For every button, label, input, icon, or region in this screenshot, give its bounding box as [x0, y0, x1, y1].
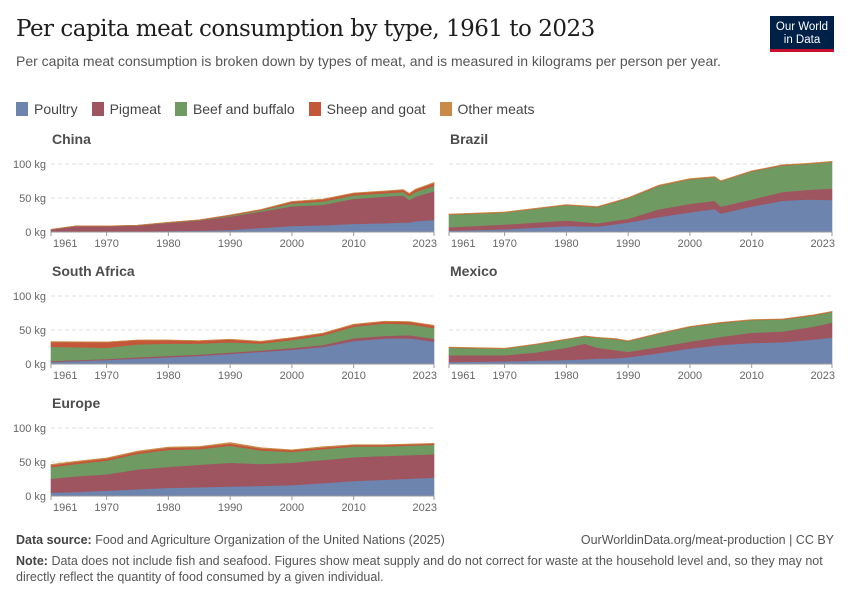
x-tick-label: 1980: [554, 370, 578, 382]
chart-subtitle: Per capita meat consumption is broken do…: [16, 53, 722, 69]
x-tick-label: 1961: [53, 238, 77, 250]
legend-label: Beef and buffalo: [192, 101, 295, 117]
y-tick-label: 50 kg: [19, 325, 46, 337]
area-other-meats: [448, 311, 833, 349]
x-tick-label: 1970: [94, 238, 118, 250]
source-label: Data source:: [16, 533, 92, 547]
x-tick-label: 1970: [94, 370, 118, 382]
area-other-meats: [50, 442, 435, 466]
x-tick-label: 2023: [811, 238, 835, 250]
y-tick-label: 100 kg: [13, 159, 46, 171]
note-text: Data does not include fish and seafood. …: [16, 554, 823, 584]
x-tick-label: 2000: [678, 238, 702, 250]
panel-title: Brazil: [450, 131, 488, 147]
legend-item-pigmeat[interactable]: Pigmeat: [91, 101, 161, 117]
note: Note: Data does not include fish and sea…: [16, 553, 836, 585]
legend-swatch: [16, 102, 28, 116]
x-tick-label: 1970: [492, 238, 516, 250]
panel-title: Europe: [52, 395, 100, 411]
y-tick-label: 50 kg: [19, 457, 46, 469]
panel-title: South Africa: [52, 263, 135, 279]
x-tick-label: 1970: [492, 370, 516, 382]
x-tick-label: 2010: [341, 238, 365, 250]
note-label: Note:: [16, 554, 48, 568]
legend-swatch: [308, 102, 321, 116]
x-tick-label: 2010: [341, 502, 365, 514]
legend-item-other[interactable]: Other meats: [439, 101, 535, 117]
x-tick-label: 2000: [280, 502, 304, 514]
x-tick-label: 2000: [678, 370, 702, 382]
legend-label: Pigmeat: [109, 101, 161, 117]
legend-swatch: [91, 102, 104, 116]
owid-logo[interactable]: Our World in Data: [770, 16, 834, 52]
x-tick-label: 1990: [616, 238, 640, 250]
panel-title: China: [52, 131, 91, 147]
x-tick-label: 1961: [451, 238, 475, 250]
x-tick-label: 2000: [280, 238, 304, 250]
x-tick-label: 2023: [811, 370, 835, 382]
legend-item-sheep[interactable]: Sheep and goat: [308, 101, 426, 117]
x-tick-label: 2010: [739, 370, 763, 382]
legend-item-poultry[interactable]: Poultry: [16, 101, 78, 117]
legend-label: Sheep and goat: [326, 101, 426, 117]
legend-swatch: [439, 102, 452, 116]
x-tick-label: 1990: [218, 502, 242, 514]
source-url[interactable]: OurWorldinData.org/meat-production | CC …: [580, 533, 834, 547]
y-tick-label: 50 kg: [19, 193, 46, 205]
x-tick-label: 2000: [280, 370, 304, 382]
x-tick-label: 2010: [739, 238, 763, 250]
x-tick-label: 1961: [53, 502, 77, 514]
x-tick-label: 2023: [413, 502, 437, 514]
x-tick-label: 2023: [413, 370, 437, 382]
chart-title: Per capita meat consumption by type, 196…: [16, 16, 595, 42]
legend: Poultry Pigmeat Beef and buffalo Sheep a…: [16, 101, 535, 117]
x-tick-label: 1980: [156, 238, 180, 250]
y-tick-label: 0 kg: [25, 227, 46, 239]
x-tick-label: 1990: [616, 370, 640, 382]
y-tick-label: 100 kg: [13, 291, 46, 303]
legend-label: Poultry: [34, 101, 78, 117]
x-tick-label: 1990: [218, 370, 242, 382]
x-tick-label: 1961: [451, 370, 475, 382]
data-source: Data source: Food and Agriculture Organi…: [16, 532, 445, 548]
x-tick-label: 1980: [156, 370, 180, 382]
panel-title: Mexico: [450, 263, 497, 279]
y-tick-label: 100 kg: [13, 423, 46, 435]
x-tick-label: 2023: [413, 238, 437, 250]
area-other-meats: [50, 320, 435, 343]
area-other-meats: [50, 181, 435, 230]
x-tick-label: 1990: [218, 238, 242, 250]
x-tick-label: 1980: [554, 238, 578, 250]
source-text: Food and Agriculture Organization of the…: [95, 533, 445, 547]
x-tick-label: 1961: [53, 370, 77, 382]
legend-swatch: [174, 102, 187, 116]
legend-label: Other meats: [457, 101, 535, 117]
x-tick-label: 2010: [341, 370, 365, 382]
x-tick-label: 1970: [94, 502, 118, 514]
legend-item-beef[interactable]: Beef and buffalo: [174, 101, 295, 117]
x-tick-label: 1980: [156, 502, 180, 514]
area-other-meats: [448, 160, 833, 215]
y-tick-label: 0 kg: [25, 359, 46, 371]
y-tick-label: 0 kg: [25, 491, 46, 503]
